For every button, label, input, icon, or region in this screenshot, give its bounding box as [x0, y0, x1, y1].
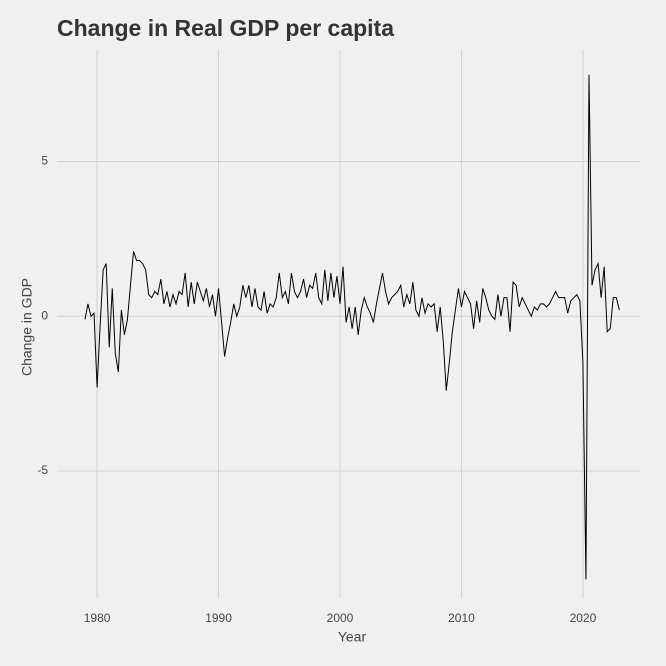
y-axis-title: Change in GDP [19, 278, 35, 376]
y-tick-label: -5 [37, 463, 48, 477]
data-line [84, 74, 620, 580]
chart-title: Change in Real GDP per capita [57, 15, 394, 41]
y-tick-label: 5 [41, 154, 48, 168]
x-tick-label: 2020 [570, 611, 597, 625]
x-tick-label: 1990 [205, 611, 232, 625]
x-tick-label: 2000 [327, 611, 354, 625]
x-tick-label: 1980 [84, 611, 111, 625]
x-axis-title: Year [338, 629, 367, 645]
x-tick-label: 2010 [448, 611, 475, 625]
y-tick-label: 0 [41, 308, 48, 322]
